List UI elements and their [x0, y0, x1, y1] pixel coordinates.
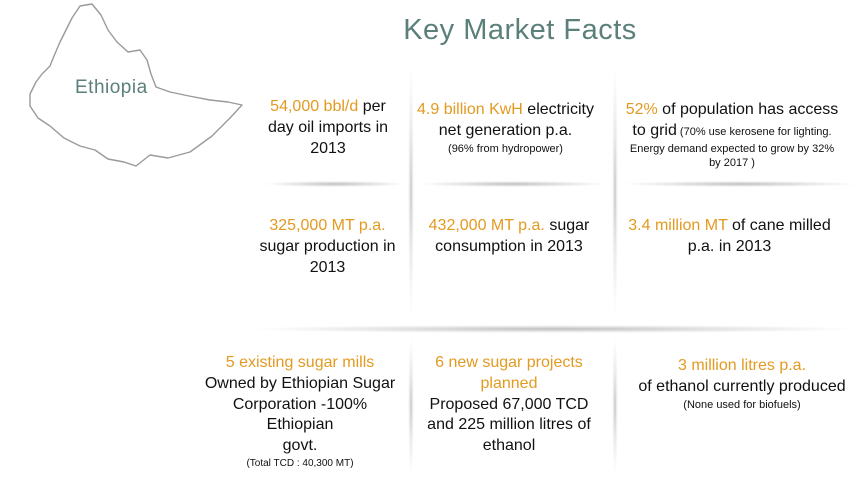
fact-existing-mills: 5 existing sugar mills Owned by Ethiopia… — [200, 353, 400, 470]
grid-divider-h3 — [624, 181, 856, 187]
fact-oil-imports: 54,000 bbl/d per day oil imports in 2013 — [258, 97, 398, 159]
fact-electricity-text2: net generation p.a. — [438, 121, 573, 139]
grid-divider-v2 — [612, 64, 618, 319]
fact-ethanol-note: (None used for biofuels) — [683, 398, 801, 411]
fact-sugar-consumption-value: 432,000 MT p.a. — [428, 217, 545, 234]
fact-electricity: 4.9 billion KwH electricity net generati… — [413, 100, 598, 156]
fact-grid-access: 52% of population has access to grid (70… — [617, 100, 847, 170]
fact-electricity-note: (96% from hydropower) — [448, 142, 563, 155]
fact-electricity-value: 4.9 billion KwH — [417, 101, 523, 118]
fact-cane-value: 3.4 million MT — [628, 217, 728, 234]
fact-sugar-production-text2: 2013 — [309, 258, 346, 276]
fact-projects-text1: Proposed 67,000 TCD — [429, 395, 589, 413]
fact-oil-text3: 2013 — [310, 139, 346, 157]
fact-grid-text2: to grid — [632, 121, 677, 139]
fact-mills-text3: govt. — [282, 437, 318, 455]
grid-divider-h4 — [255, 325, 853, 333]
fact-grid-note3: by 2017 ) — [709, 156, 755, 169]
grid-divider-v3 — [408, 336, 414, 476]
country-label: Ethiopia — [75, 77, 148, 98]
fact-cane-milled: 3.4 million MT of cane milled p.a. in 20… — [622, 216, 837, 258]
fact-mills-value: 5 existing sugar mills — [225, 354, 375, 371]
fact-sugar-consumption-text2: consumption in 2013 — [435, 237, 583, 255]
fact-ethanol-value: 3 million litres p.a. — [677, 357, 807, 374]
fact-grid-note2: Energy demand expected to grow by 32% — [629, 142, 835, 155]
fact-mills-note: (Total TCD : 40,300 MT) — [246, 457, 354, 469]
fact-cane-text2: p.a. in 2013 — [687, 237, 772, 255]
fact-cane-text1: of cane milled — [727, 217, 831, 234]
fact-ethanol: 3 million litres p.a. of ethanol current… — [622, 356, 862, 412]
grid-divider-v1 — [408, 64, 414, 319]
fact-grid-value: 52% — [625, 101, 658, 118]
fact-oil-text2: day oil imports in — [267, 118, 389, 136]
grid-divider-h1 — [265, 181, 405, 187]
fact-oil-text1: per — [358, 98, 386, 115]
fact-ethanol-text1: of ethanol currently produced — [638, 377, 846, 395]
fact-projects-text3: ethanol — [482, 437, 536, 455]
fact-grid-text1: of population has access — [657, 101, 839, 118]
fact-sugar-consumption-text1: sugar — [544, 217, 590, 234]
fact-projects-value2: planned — [480, 374, 538, 392]
fact-sugar-consumption: 432,000 MT p.a. sugar consumption in 201… — [418, 216, 600, 258]
page-title: Key Market Facts — [403, 14, 637, 46]
fact-grid-note1: (70% use kerosene for lighting. — [676, 125, 832, 138]
fact-sugar-production-text1: sugar production in — [259, 237, 396, 255]
grid-divider-v4 — [612, 336, 618, 476]
ethiopia-map-outline-icon — [29, 3, 243, 167]
fact-mills-text2: Corporation -100% Ethiopian — [232, 395, 368, 434]
fact-mills-text1: Owned by Ethiopian Sugar — [204, 374, 396, 392]
grid-divider-h2 — [420, 181, 606, 187]
fact-projects-text2: and 225 million litres of — [427, 416, 591, 434]
fact-sugar-production-value: 325,000 MT p.a. — [269, 217, 386, 234]
fact-new-projects: 6 new sugar projects planned Proposed 67… — [418, 353, 600, 457]
fact-sugar-production: 325,000 MT p.a. sugar production in 2013 — [255, 216, 400, 278]
fact-oil-value: 54,000 bbl/d — [270, 98, 359, 115]
fact-electricity-text1: electricity — [522, 101, 594, 118]
fact-projects-value1: 6 new sugar projects — [435, 354, 583, 371]
